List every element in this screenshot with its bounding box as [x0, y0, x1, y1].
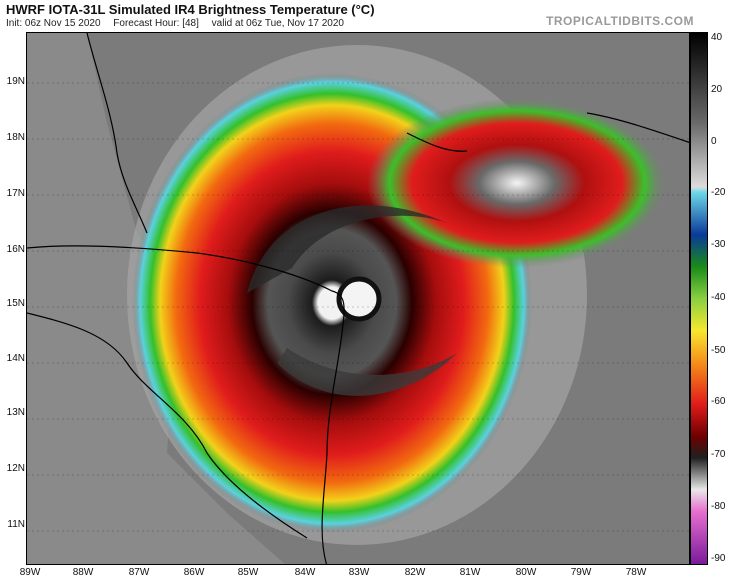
- lat-label: 14N: [6, 353, 25, 364]
- colorbar-label: -90: [711, 553, 726, 564]
- colorbar-gradient: [691, 33, 707, 564]
- lon-label: 79W: [570, 567, 592, 578]
- lon-label: 80W: [515, 567, 537, 578]
- colorbar-label: -80: [711, 501, 726, 512]
- lon-label: 82W: [404, 567, 426, 578]
- lon-label: 85W: [237, 567, 259, 578]
- lon-label: 86W: [183, 567, 205, 578]
- colorbar-label: -50: [711, 345, 726, 356]
- lon-label: 89W: [19, 567, 41, 578]
- lat-label: 16N: [6, 244, 25, 255]
- lat-label: 18N: [6, 132, 25, 143]
- colorbar-label: -70: [711, 449, 726, 460]
- colorbar-label: -20: [711, 187, 726, 198]
- chart-title: HWRF IOTA-31L Simulated IR4 Brightness T…: [6, 2, 375, 17]
- valid-time: valid at 06z Tue, Nov 17 2020: [211, 18, 344, 29]
- colorbar-label: 20: [711, 84, 723, 95]
- coastlines: [27, 33, 689, 564]
- colorbar-label: -60: [711, 396, 726, 407]
- spiral-band-south: [277, 348, 457, 396]
- forecast-hour: Forecast Hour: [48]: [113, 18, 199, 29]
- colorbar: [690, 32, 708, 565]
- satellite-map: [26, 32, 690, 565]
- brand-logo: TROPICALTIDBITS.COM: [546, 14, 694, 28]
- hurricane-eye: [336, 276, 382, 322]
- lon-label: 88W: [72, 567, 94, 578]
- lat-label: 19N: [6, 76, 25, 87]
- lon-label: 84W: [294, 567, 316, 578]
- lat-label: 17N: [6, 188, 25, 199]
- colorbar-label: 40: [711, 32, 723, 43]
- lon-label: 78W: [625, 567, 647, 578]
- chart-subtitle: Init: 06z Nov 15 2020 Forecast Hour: [48…: [6, 18, 354, 29]
- lat-label: 11N: [7, 519, 25, 530]
- spiral-band: [247, 205, 447, 293]
- map-canvas: [27, 33, 689, 564]
- rainband-north: [367, 98, 667, 268]
- colorbar-label: -40: [711, 292, 726, 303]
- colorbar-label: -30: [711, 239, 726, 250]
- colorbar-label: 0: [711, 136, 717, 147]
- lon-label: 83W: [348, 567, 370, 578]
- lon-label: 87W: [128, 567, 150, 578]
- lat-label: 12N: [6, 463, 25, 474]
- lat-label: 13N: [6, 407, 25, 418]
- graticule: [27, 82, 689, 532]
- init-time: Init: 06z Nov 15 2020: [6, 18, 101, 29]
- lat-label: 15N: [6, 298, 25, 309]
- lon-label: 81W: [459, 567, 481, 578]
